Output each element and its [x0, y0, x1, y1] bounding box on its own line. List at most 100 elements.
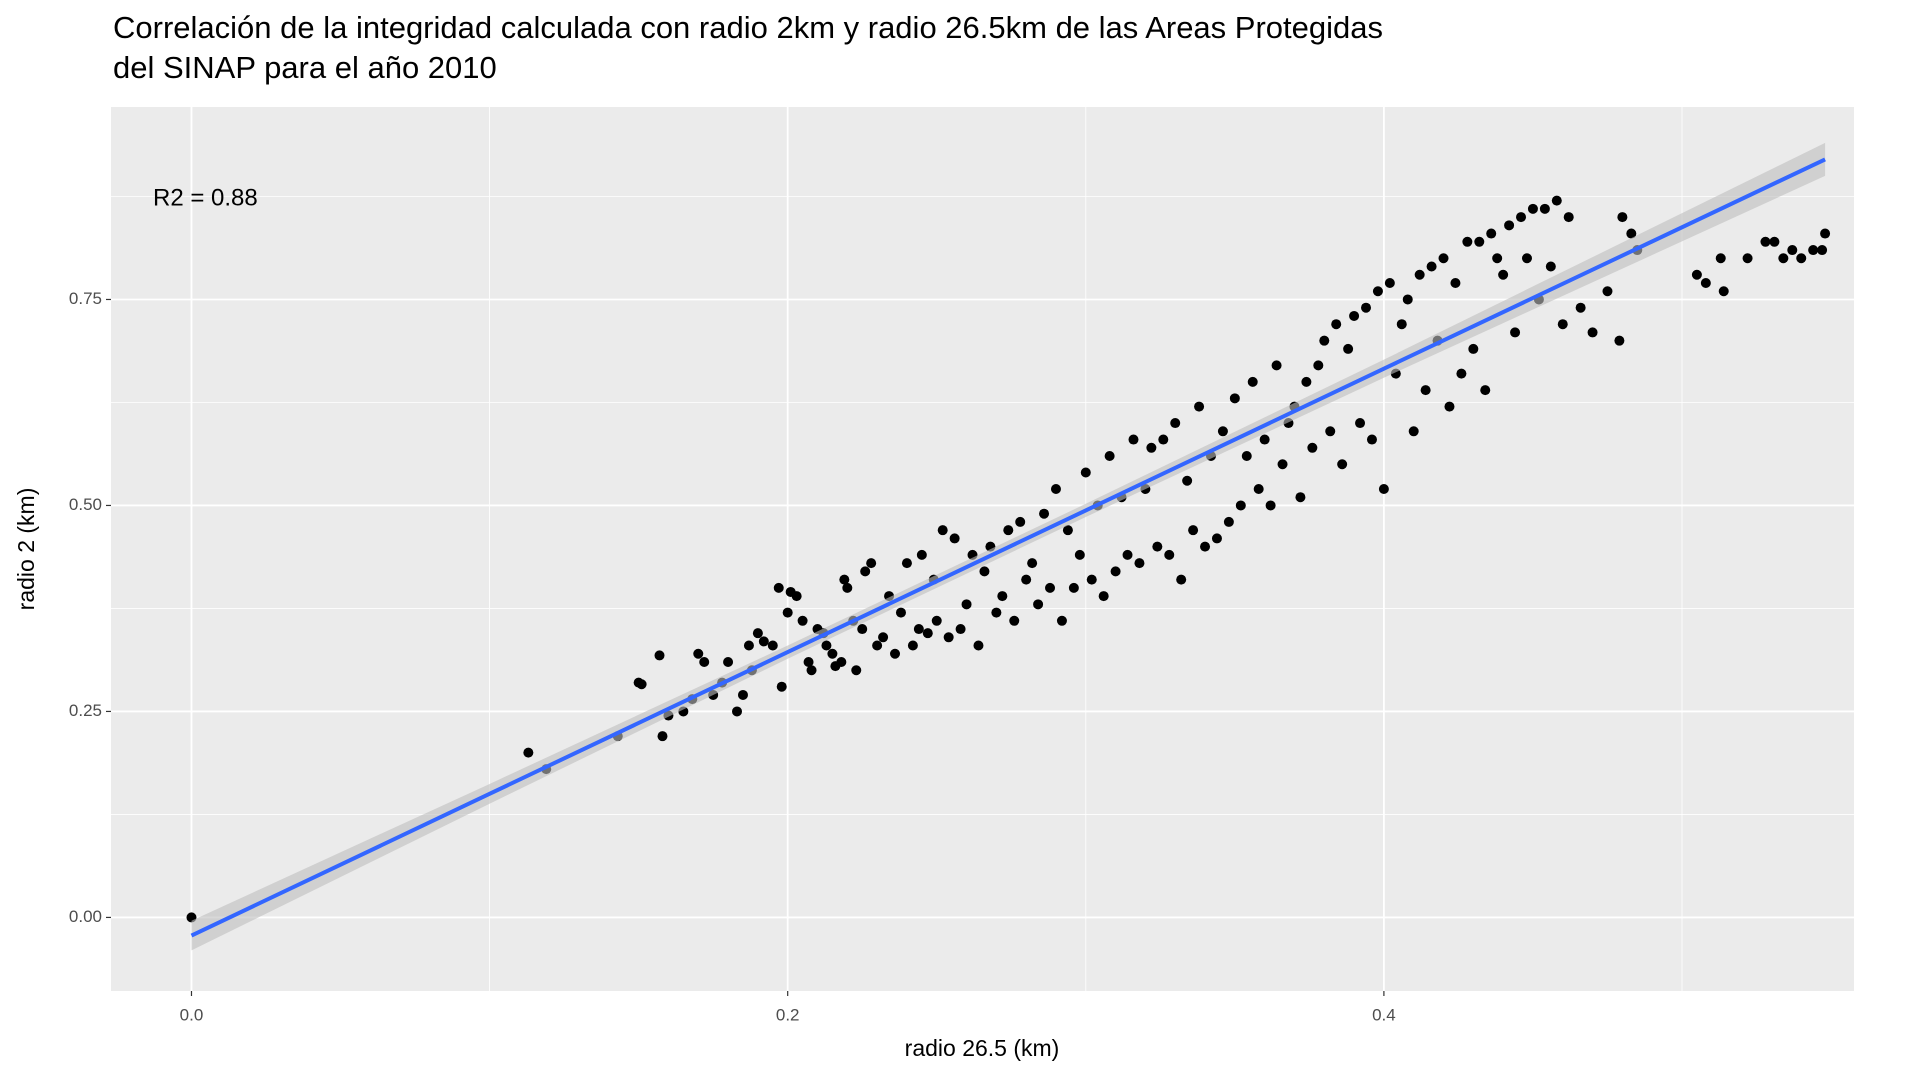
point: [773, 582, 784, 593]
point: [943, 632, 954, 643]
point: [1295, 492, 1306, 503]
point: [1378, 483, 1389, 494]
point: [1498, 269, 1509, 280]
point: [1778, 253, 1789, 264]
y-tick-label: 0.75: [69, 289, 102, 308]
point: [1003, 525, 1014, 536]
point: [758, 636, 769, 647]
point: [1050, 483, 1061, 494]
point: [1021, 574, 1032, 585]
point: [922, 628, 933, 639]
point: [657, 731, 668, 742]
point: [1820, 228, 1831, 239]
point: [1104, 451, 1115, 462]
point: [1504, 220, 1515, 231]
point: [1074, 549, 1085, 560]
point: [1718, 286, 1729, 297]
point: [1486, 228, 1497, 239]
point: [1456, 368, 1467, 379]
point: [732, 706, 743, 717]
point: [1480, 385, 1491, 396]
point: [1086, 574, 1097, 585]
point: [1510, 327, 1521, 338]
point: [1182, 475, 1193, 486]
point: [1313, 360, 1324, 371]
point: [737, 689, 748, 700]
point: [907, 640, 918, 651]
point: [1277, 459, 1288, 470]
point: [743, 640, 754, 651]
point: [1408, 426, 1419, 437]
point: [890, 648, 901, 659]
point: [1164, 549, 1175, 560]
point: [1325, 426, 1336, 437]
point: [1337, 459, 1348, 470]
point: [1474, 236, 1485, 247]
point: [1331, 319, 1342, 330]
point: [1217, 426, 1228, 437]
point: [1265, 500, 1276, 511]
point: [1152, 541, 1163, 552]
point: [1027, 558, 1038, 569]
point: [1128, 434, 1139, 445]
point: [1563, 212, 1574, 223]
point: [913, 624, 924, 635]
point: [1110, 566, 1121, 577]
point: [1045, 582, 1056, 593]
x-tick-label: 0.4: [1372, 1005, 1396, 1024]
point: [1200, 541, 1211, 552]
point: [1039, 508, 1050, 519]
y-axis-title: radio 2 (km): [13, 488, 39, 611]
point: [1361, 302, 1372, 313]
point: [1253, 483, 1264, 494]
point: [1521, 253, 1532, 264]
point: [1539, 203, 1550, 214]
point: [523, 747, 534, 758]
point: [839, 574, 850, 585]
point: [1617, 212, 1628, 223]
point: [1229, 393, 1240, 404]
point: [1146, 442, 1157, 453]
point: [803, 657, 814, 668]
point: [1557, 319, 1568, 330]
point: [866, 558, 877, 569]
point: [1551, 195, 1562, 206]
point: [636, 679, 647, 690]
point: [776, 681, 787, 692]
point: [1587, 327, 1598, 338]
point: [1614, 335, 1625, 346]
point: [1247, 376, 1258, 387]
annotation: R2 = 0.88: [153, 184, 258, 211]
point: [723, 657, 734, 668]
point: [836, 657, 847, 668]
point: [895, 607, 906, 618]
point: [1015, 516, 1026, 527]
point: [1602, 286, 1613, 297]
point: [1188, 525, 1199, 536]
point: [1796, 253, 1807, 264]
point: [1426, 261, 1437, 272]
point: [1349, 310, 1360, 321]
fit-line: [190, 157, 1826, 938]
point: [1444, 401, 1455, 412]
point: [1817, 245, 1828, 256]
point: [878, 632, 889, 643]
point: [1742, 253, 1753, 264]
y-tick-label: 0.50: [69, 495, 102, 514]
chart-title: del SINAP para el año 2010: [113, 50, 497, 85]
point: [1626, 228, 1637, 239]
x-tick-label: 0.0: [180, 1005, 204, 1024]
point: [1194, 401, 1205, 412]
point: [1176, 574, 1187, 585]
point: [1080, 467, 1091, 478]
point: [1715, 253, 1726, 264]
point: [1527, 203, 1538, 214]
point: [1468, 343, 1479, 354]
point: [752, 628, 763, 639]
point: [1056, 615, 1067, 626]
point: [1098, 591, 1109, 602]
point: [1414, 269, 1425, 280]
point: [1211, 533, 1222, 544]
point: [979, 566, 990, 577]
